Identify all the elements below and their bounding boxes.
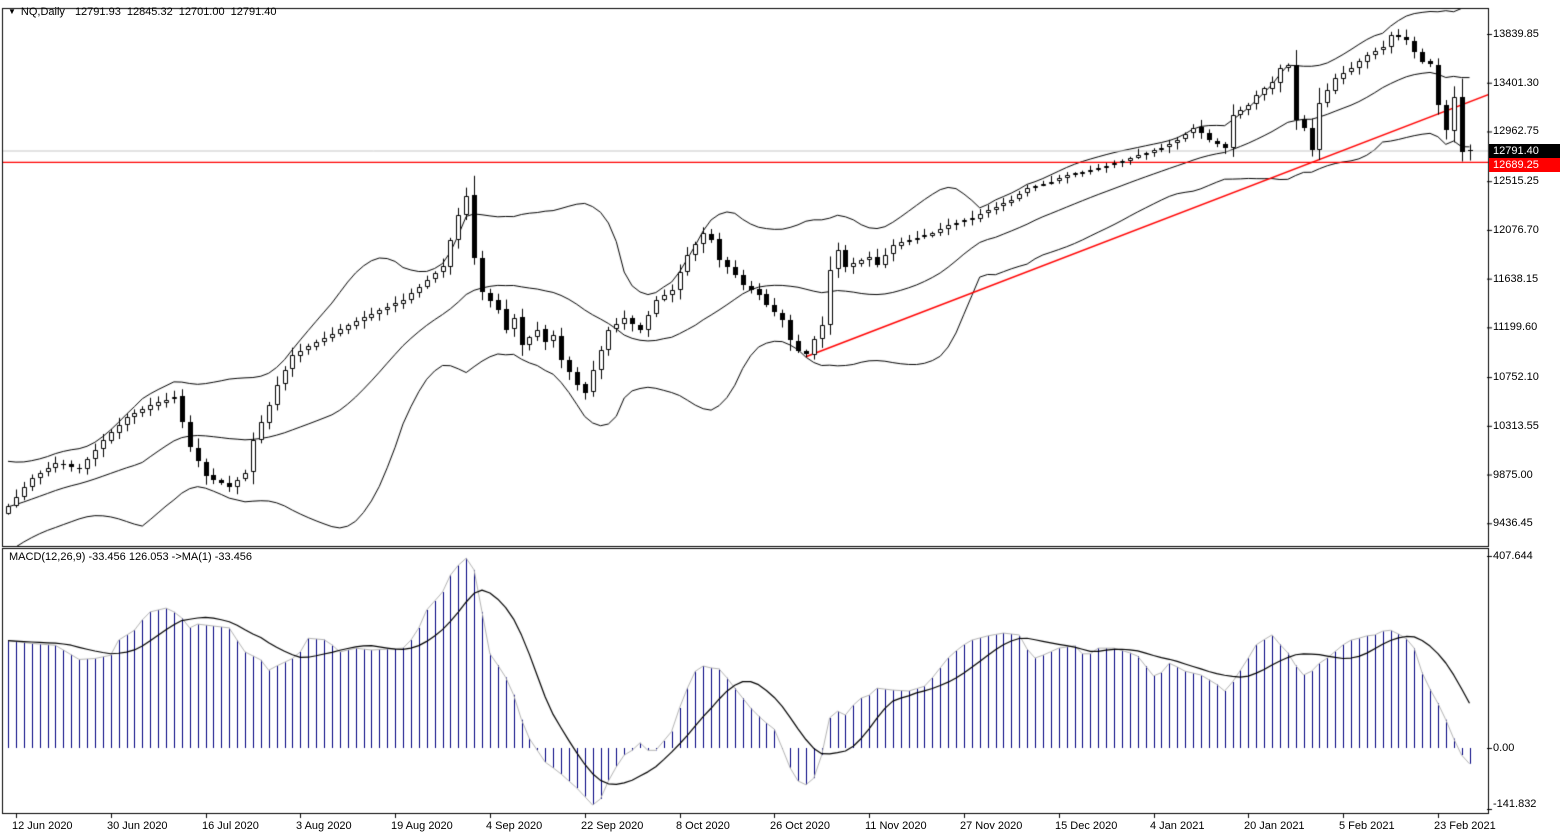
price-axis-label: 13401.30 [1493,77,1539,89]
date-label: 11 Nov 2020 [865,820,927,832]
price-axis-label: 9875.00 [1493,469,1533,481]
symbol-dropdown-icon[interactable]: ▼ [8,7,16,16]
date-label: 4 Jan 2021 [1150,820,1205,832]
ohlc-low: 12701.00 [178,6,225,18]
macd-indicator-label: MACD(12,26,9) -33.456 126.053 ->MA(1) -3… [9,551,253,563]
price-axis-label: 13839.85 [1493,28,1539,40]
date-label: 26 Oct 2020 [770,820,830,832]
ohlc-high: 12845.32 [126,6,173,18]
current-price-badge: 12791.40 [1489,144,1560,158]
date-label: 12 Jun 2020 [12,820,73,832]
price-axis-label: 10752.10 [1493,371,1539,383]
macd-axis-label: -141.832 [1493,798,1537,810]
date-label: 20 Jan 2021 [1244,820,1305,832]
date-label: 15 Dec 2020 [1055,820,1118,832]
price-level-badge: 12689.25 [1489,158,1560,172]
macd-axis-label: 407.644 [1493,550,1533,562]
date-label: 30 Jun 2020 [107,820,168,832]
ohlc-open: 12791.93 [74,6,121,18]
symbol-header: ▼ NQ,Daily 12791.93 12845.32 12701.00 12791.4… [8,6,283,18]
price-axis-label: 12962.75 [1493,125,1539,137]
date-label: 5 Feb 2021 [1339,820,1395,832]
date-label: 19 Aug 2020 [391,820,453,832]
date-label: 16 Jul 2020 [202,820,259,832]
date-label: 3 Aug 2020 [296,820,352,832]
price-axis-label: 12076.70 [1493,224,1539,236]
ohlc-close: 12791.40 [230,6,277,18]
date-label: 27 Nov 2020 [960,820,1023,832]
price-axis-label: 10313.55 [1493,420,1539,432]
macd-axis-label: 0.00 [1493,742,1515,754]
date-label: 4 Sep 2020 [486,820,543,832]
price-axis-label: 9436.45 [1493,517,1533,529]
date-label: 8 Oct 2020 [676,820,730,832]
price-axis-label: 11638.15 [1493,273,1539,285]
symbol-period-label: NQ,Daily [20,6,65,18]
price-axis-label: 12515.25 [1493,175,1539,187]
date-label: 23 Feb 2021 [1434,820,1496,832]
date-label: 22 Sep 2020 [581,820,644,832]
price-axis-label: 11199.60 [1493,321,1538,333]
